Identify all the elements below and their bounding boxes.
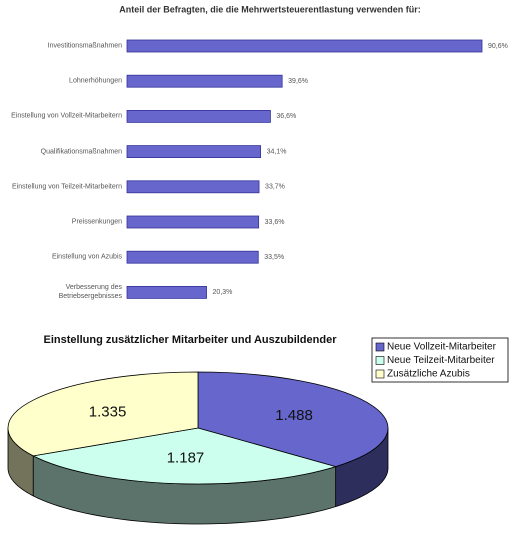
value-label: 39,6% xyxy=(288,78,308,85)
value-label: 36,6% xyxy=(276,113,296,120)
legend-swatch xyxy=(375,356,385,365)
value-label: 1.488 xyxy=(275,407,313,424)
category-label: Investitionsmaßnahmen xyxy=(47,42,122,50)
bar xyxy=(126,39,483,53)
value-label: 33,7% xyxy=(265,184,285,191)
bar xyxy=(126,180,260,194)
slice xyxy=(31,427,338,485)
bar xyxy=(126,74,283,88)
legend-swatch xyxy=(375,369,385,379)
legend-label: Zusätzliche Azubis xyxy=(387,369,470,380)
chart-title: Anteil der Befragten, die die Mehrwertst… xyxy=(119,4,421,14)
value-label: 1.187 xyxy=(167,450,205,467)
value-label: 33,5% xyxy=(264,254,284,261)
category-label: Preissenkungen xyxy=(71,218,122,226)
legend-label: Neue Vollzeit-Mitarbeiter xyxy=(387,342,497,353)
value-label: 34,1% xyxy=(267,148,287,155)
chart-title: Einstellung zusätzlicher Mitarbeiter und… xyxy=(44,334,338,346)
bar xyxy=(126,145,262,159)
value-label: 20,3% xyxy=(213,289,233,296)
slice xyxy=(7,371,199,457)
value-label: 1.335 xyxy=(89,404,127,421)
legend-box xyxy=(371,337,509,383)
legend-swatch xyxy=(375,342,385,352)
category-label: Einstellung von Teilzeit-Mitarbeitern xyxy=(12,183,122,191)
category-label: Verbesserung des Betriebsergebnisses xyxy=(58,284,122,301)
category-label: Einstellung von Azubis xyxy=(51,253,122,261)
category-label: Lohnerhöhungen xyxy=(69,77,122,85)
slice xyxy=(197,371,389,468)
category-label: Einstellung von Vollzeit-Mitarbeitern xyxy=(11,112,122,120)
value-label: 33,6% xyxy=(265,219,285,226)
category-label: Qualifikationsmaßnahmen xyxy=(40,148,122,156)
bar xyxy=(126,250,259,264)
bar xyxy=(126,285,207,299)
bar xyxy=(126,215,260,229)
bar xyxy=(126,110,271,123)
legend-label: Neue Teilzeit-Mitarbeiter xyxy=(387,355,495,366)
value-label: 90,6% xyxy=(488,43,508,50)
